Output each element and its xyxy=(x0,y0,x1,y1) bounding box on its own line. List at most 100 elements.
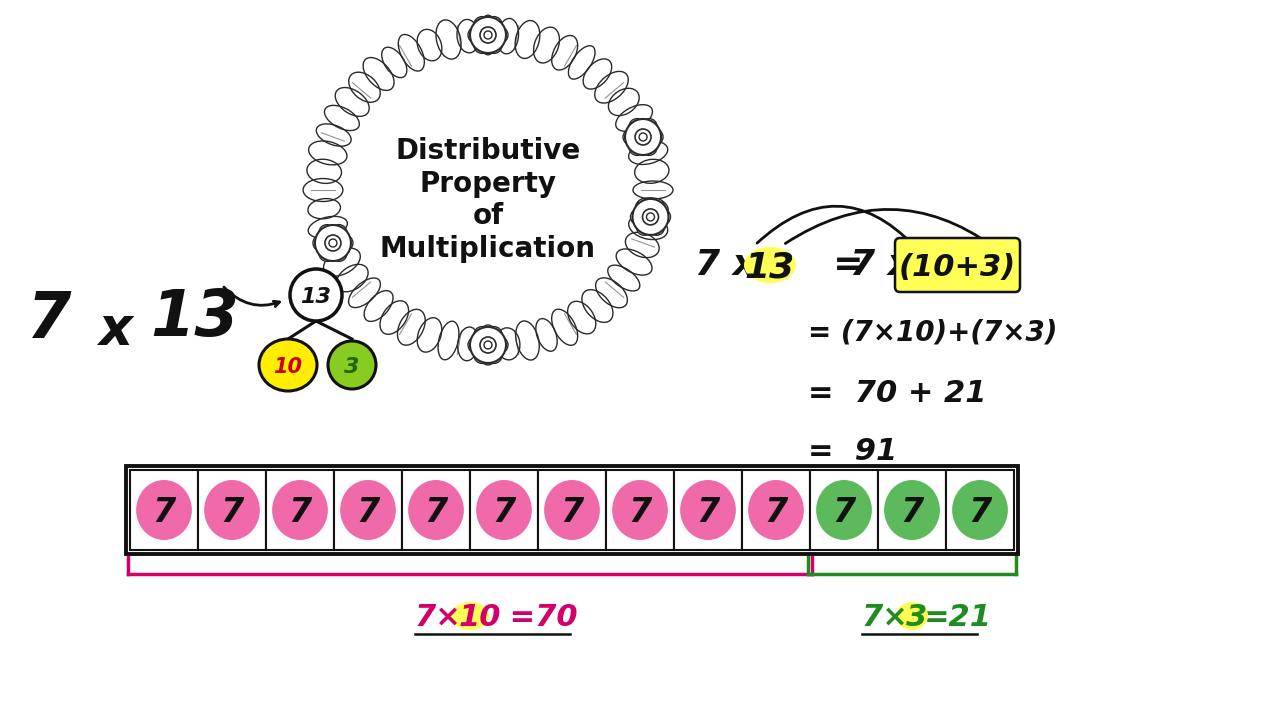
Text: Distributive
Property
of
Multiplication: Distributive Property of Multiplication xyxy=(380,138,596,263)
Circle shape xyxy=(468,337,484,353)
Ellipse shape xyxy=(476,480,532,540)
Bar xyxy=(131,470,198,550)
Ellipse shape xyxy=(748,480,804,540)
Circle shape xyxy=(625,119,660,155)
Circle shape xyxy=(474,37,490,53)
Circle shape xyxy=(315,225,351,261)
Ellipse shape xyxy=(680,480,736,540)
Ellipse shape xyxy=(451,602,489,630)
Text: 7: 7 xyxy=(493,495,516,528)
Text: 10: 10 xyxy=(274,357,302,377)
Bar xyxy=(810,470,878,550)
Circle shape xyxy=(649,199,664,215)
Ellipse shape xyxy=(817,480,872,540)
Text: 7: 7 xyxy=(764,495,787,528)
Circle shape xyxy=(486,37,502,53)
Text: 7: 7 xyxy=(561,495,584,528)
Text: =  70 + 21: = 70 + 21 xyxy=(808,379,987,408)
Ellipse shape xyxy=(273,480,328,540)
Circle shape xyxy=(470,327,506,363)
Circle shape xyxy=(643,209,658,225)
Text: 7: 7 xyxy=(288,495,311,528)
Circle shape xyxy=(480,337,497,353)
Circle shape xyxy=(628,140,645,156)
Circle shape xyxy=(623,129,639,145)
Circle shape xyxy=(492,337,508,353)
Bar xyxy=(198,470,266,550)
Circle shape xyxy=(639,133,648,141)
Text: 7×: 7× xyxy=(415,603,462,632)
Bar xyxy=(402,470,470,550)
Circle shape xyxy=(474,347,490,364)
Circle shape xyxy=(492,27,508,43)
Circle shape xyxy=(641,140,657,156)
Bar xyxy=(742,470,810,550)
Ellipse shape xyxy=(952,480,1007,540)
Circle shape xyxy=(641,119,657,135)
Text: (10+3): (10+3) xyxy=(899,253,1015,282)
Bar xyxy=(538,470,605,550)
Ellipse shape xyxy=(612,480,668,540)
Bar xyxy=(266,470,334,550)
Ellipse shape xyxy=(259,339,317,391)
Text: 7: 7 xyxy=(26,289,70,351)
Circle shape xyxy=(631,209,646,225)
Circle shape xyxy=(474,327,490,343)
Circle shape xyxy=(636,220,653,235)
Circle shape xyxy=(486,17,502,32)
Circle shape xyxy=(329,239,337,247)
Bar xyxy=(878,470,946,550)
Text: 7: 7 xyxy=(152,495,175,528)
Circle shape xyxy=(646,213,654,221)
Ellipse shape xyxy=(544,480,600,540)
Text: =70: =70 xyxy=(499,603,577,632)
Ellipse shape xyxy=(896,602,928,630)
Circle shape xyxy=(649,220,664,235)
Circle shape xyxy=(635,129,652,145)
Text: 13: 13 xyxy=(151,287,239,349)
Text: =  91: = 91 xyxy=(808,436,897,466)
Bar xyxy=(675,470,742,550)
Circle shape xyxy=(332,225,347,240)
Text: 7 x: 7 x xyxy=(695,248,756,282)
Text: 7: 7 xyxy=(425,495,448,528)
Circle shape xyxy=(654,209,671,225)
Circle shape xyxy=(486,347,502,364)
Circle shape xyxy=(474,17,490,32)
Bar xyxy=(470,470,538,550)
Ellipse shape xyxy=(884,480,940,540)
Text: 7: 7 xyxy=(696,495,719,528)
Circle shape xyxy=(636,199,653,215)
Text: =: = xyxy=(808,248,864,282)
Text: 13: 13 xyxy=(745,250,795,284)
Ellipse shape xyxy=(136,480,192,540)
Text: 7: 7 xyxy=(356,495,380,528)
Text: 7 x: 7 x xyxy=(850,248,911,282)
Text: 3: 3 xyxy=(344,357,360,377)
Circle shape xyxy=(337,235,353,251)
Circle shape xyxy=(648,129,663,145)
Bar xyxy=(125,466,1018,554)
Text: 7: 7 xyxy=(969,495,992,528)
Bar xyxy=(334,470,402,550)
Circle shape xyxy=(628,119,645,135)
Circle shape xyxy=(319,225,335,240)
Text: 7: 7 xyxy=(220,495,243,528)
Text: 7: 7 xyxy=(628,495,652,528)
Bar xyxy=(605,470,675,550)
Text: 7×: 7× xyxy=(861,603,909,632)
Circle shape xyxy=(312,235,329,251)
Circle shape xyxy=(325,235,340,251)
Circle shape xyxy=(484,31,492,39)
Text: 7: 7 xyxy=(832,495,855,528)
Circle shape xyxy=(291,269,342,321)
Text: x: x xyxy=(99,304,132,356)
Circle shape xyxy=(486,327,502,343)
Circle shape xyxy=(332,246,347,261)
Text: =21: =21 xyxy=(924,603,992,632)
Circle shape xyxy=(484,341,492,349)
Ellipse shape xyxy=(408,480,463,540)
Ellipse shape xyxy=(340,480,396,540)
Circle shape xyxy=(632,199,668,235)
Circle shape xyxy=(468,27,484,43)
